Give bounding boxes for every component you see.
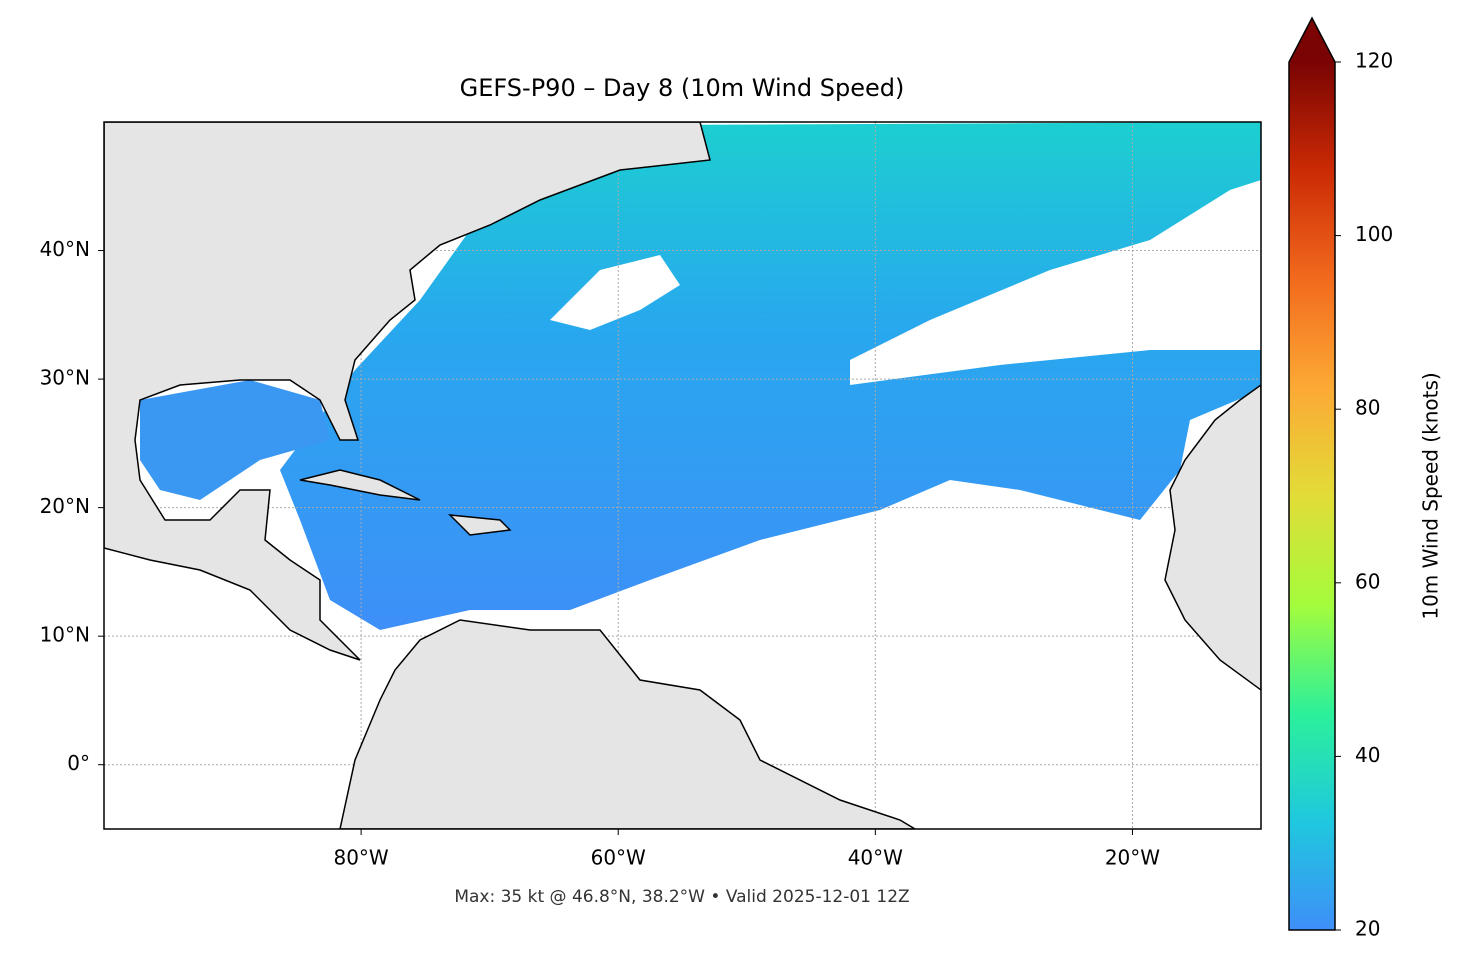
colorbar-outline: [1288, 16, 1336, 931]
wind-gap: [550, 255, 680, 330]
y-tick-label: 40°N: [40, 237, 90, 261]
colorbar-tick-label: 80: [1355, 396, 1380, 420]
colorbar-tick-label: 40: [1355, 743, 1380, 767]
hispaniola: [447, 514, 512, 536]
x-tick-label: 60°W: [591, 846, 646, 870]
y-tick-label: 20°N: [40, 494, 90, 518]
wind-field: [280, 122, 1261, 630]
axes-frame: [103, 121, 1262, 830]
footer-note: Max: 35 kt @ 46.8°N, 38.2°W • Valid 2025…: [454, 887, 909, 907]
x-tick-label: 40°W: [848, 846, 903, 870]
land: [104, 122, 1261, 829]
africa: [1164, 384, 1261, 691]
colorbar: 20 40 60 80 100 120: [1288, 16, 1393, 941]
colorbar-tick-label: 20: [1355, 917, 1380, 941]
colorbar-label: 10m Wind Speed (knots): [1419, 372, 1443, 619]
cuba: [299, 469, 421, 501]
colorbar-body: [1289, 62, 1335, 930]
x-tick-label: 20°W: [1105, 846, 1160, 870]
y-tick-label: 0°: [67, 751, 90, 775]
y-tick-label: 30°N: [40, 366, 90, 390]
colorbar-tick-label: 120: [1355, 49, 1393, 73]
map-area: [104, 122, 1261, 829]
y-tick-label: 10°N: [40, 623, 90, 647]
north-america: [104, 122, 711, 661]
colorbar-tick-label: 100: [1355, 222, 1393, 246]
colorbar-extend: [1289, 18, 1335, 62]
colorbar-tick-label: 60: [1355, 569, 1380, 593]
south-america: [339, 619, 917, 829]
map-title: GEFS-P90 – Day 8 (10m Wind Speed): [460, 74, 905, 102]
wind-gap-2: [1060, 210, 1261, 340]
wind-field-gulf: [140, 380, 330, 500]
x-tick-label: 80°W: [333, 846, 388, 870]
